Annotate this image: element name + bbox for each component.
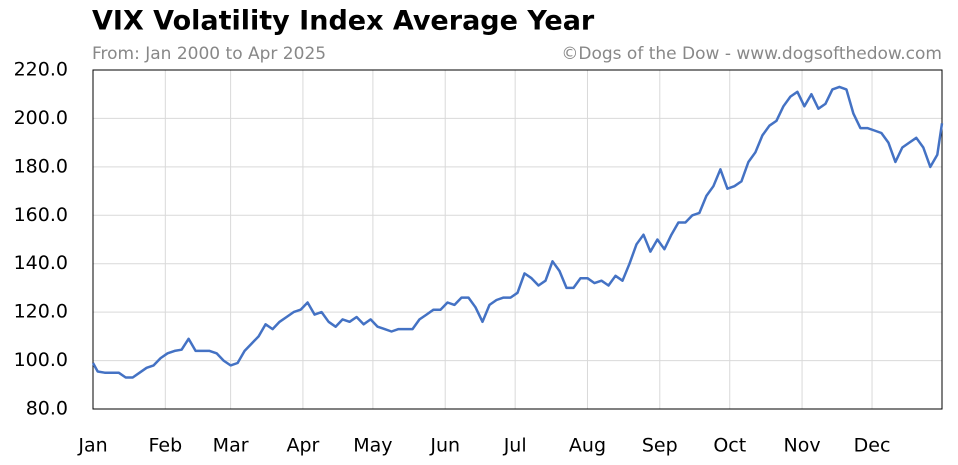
chart-subtitle: From: Jan 2000 to Apr 2025	[92, 44, 326, 64]
y-tick-label: 120.0	[14, 301, 68, 323]
x-tick-label: Sep	[642, 435, 678, 457]
x-tick-label: Apr	[286, 435, 319, 457]
x-tick-label: Dec	[854, 435, 891, 457]
chart-title: VIX Volatility Index Average Year	[92, 6, 595, 37]
y-tick-label: 160.0	[14, 204, 68, 226]
x-tick-label: May	[353, 435, 392, 457]
y-tick-label: 140.0	[14, 252, 68, 274]
x-tick-label: Oct	[713, 435, 746, 457]
x-tick-label: Aug	[569, 435, 606, 457]
y-tick-label: 220.0	[14, 59, 68, 81]
x-tick-label: Nov	[784, 435, 821, 457]
x-tick-label: Feb	[148, 435, 182, 457]
y-tick-label: 100.0	[14, 349, 68, 371]
data-line	[91, 85, 944, 379]
x-tick-label: Mar	[213, 435, 249, 457]
x-tick-label: Jun	[429, 435, 460, 457]
plot-frame	[92, 69, 943, 410]
y-tick-label: 80.0	[26, 398, 68, 420]
y-tick-label: 200.0	[14, 107, 68, 129]
chart-source: ©Dogs of the Dow - www.dogsofthedow.com	[561, 44, 942, 64]
y-tick-label: 180.0	[14, 155, 68, 177]
x-tick-label: Jan	[77, 435, 107, 457]
x-tick-label: Jul	[503, 435, 527, 457]
